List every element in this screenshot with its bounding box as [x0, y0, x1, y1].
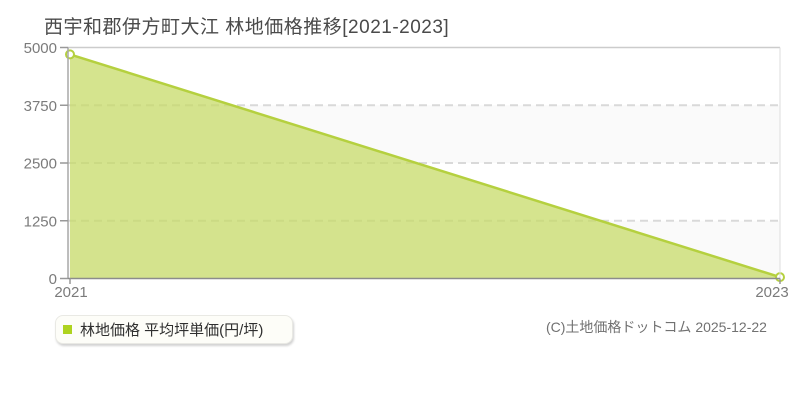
series-line: [68, 53, 782, 279]
x-tick-label: 2023: [755, 284, 788, 301]
chart-title: 西宇和郡伊方町大江 林地価格推移[2021-2023]: [44, 17, 450, 38]
y-axis-labels: 0 1250 2500 3750 5000: [24, 40, 57, 288]
x-axis-labels: 2021 2023: [54, 284, 788, 301]
y-tick-label: 1250: [24, 213, 57, 230]
axes: [60, 46, 781, 284]
legend: 林地価格 平均坪単価(円/坪): [55, 315, 293, 344]
y-tick-label: 2500: [24, 156, 57, 173]
x-tick-label: 2021: [54, 284, 87, 301]
legend-label: 林地価格 平均坪単価(円/坪): [80, 322, 264, 339]
y-tick-label: 5000: [24, 40, 57, 57]
data-point-marker: [65, 49, 75, 60]
price-trend-chart: 0 1250 2500 3750 5000 2021 2023: [24, 40, 789, 301]
copyright-text: (C)土地価格ドットコム 2025-12-22: [546, 319, 767, 335]
y-tick-label: 3750: [24, 98, 57, 115]
legend-marker-swatch: [63, 325, 72, 334]
y-tick-label: 0: [49, 271, 57, 288]
